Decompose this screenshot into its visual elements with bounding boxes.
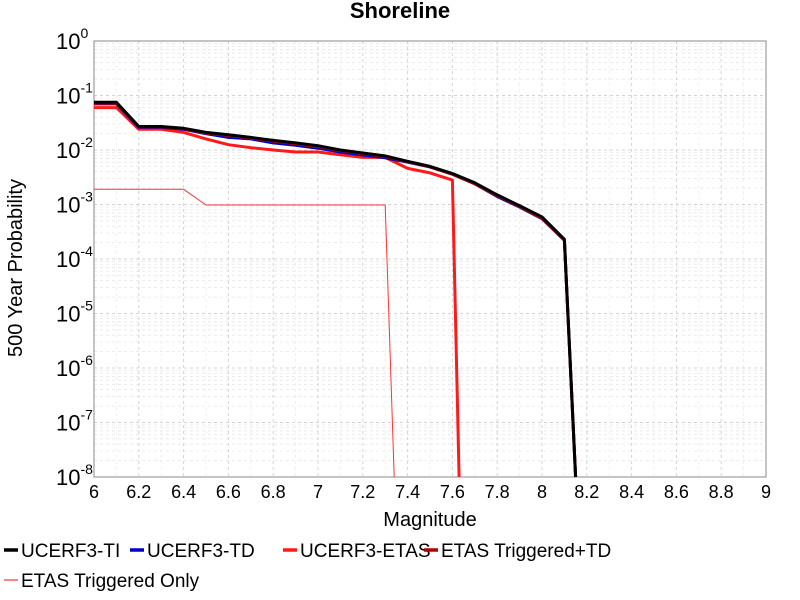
- legend-item: UCERF3-TI: [4, 541, 120, 562]
- x-tick-label: 7.2: [350, 482, 375, 502]
- chart-title: Shoreline: [350, 0, 450, 23]
- x-tick-label: 6.2: [126, 482, 151, 502]
- legend-label: ETAS Triggered Only: [21, 571, 200, 592]
- series-line-0: [94, 100, 578, 478]
- y-tick-label: 10-6: [56, 352, 93, 381]
- series-layer: [94, 100, 578, 478]
- y-tick-label: 10-4: [56, 243, 93, 272]
- x-tick-label: 8.2: [574, 482, 599, 502]
- y-tick-label: 100: [56, 25, 88, 54]
- y-tick-label: 10-5: [56, 298, 93, 327]
- series-line-3: [94, 101, 578, 478]
- legend-label: ETAS Triggered+TD: [441, 541, 611, 562]
- y-tick-labels: 100 10-1 10-2 10-3 10-4 10-5 10-6 10-7 10-8: [56, 25, 93, 490]
- legend-label: UCERF3-ETAS: [300, 541, 431, 562]
- series-line-2: [94, 106, 461, 478]
- x-tick-label: 8.6: [664, 482, 689, 502]
- x-tick-label: 7.4: [395, 482, 420, 502]
- legend: UCERF3-TI UCERF3-TD UCERF3-ETAS ETAS Trigge…: [4, 541, 611, 592]
- x-tick-label: 7.8: [485, 482, 510, 502]
- x-tick-label: 9: [761, 482, 771, 502]
- major-gridlines: [93, 40, 767, 478]
- legend-label: UCERF3-TI: [21, 541, 120, 562]
- x-tick-label: 6.8: [261, 482, 286, 502]
- x-tick-label: 8.4: [619, 482, 644, 502]
- legend-item: UCERF3-ETAS: [283, 541, 431, 562]
- series-line-4: [94, 188, 395, 478]
- y-tick-label: 10-1: [56, 80, 93, 109]
- plot-area: [93, 40, 767, 478]
- legend-label: UCERF3-TD: [147, 541, 255, 562]
- x-tick-label: 8.8: [709, 482, 734, 502]
- x-tick-label: 8: [537, 482, 547, 502]
- legend-item: ETAS Triggered+TD: [424, 541, 611, 562]
- x-tick-label: 6: [89, 482, 99, 502]
- minor-gridlines: [94, 41, 766, 477]
- x-tick-label: 6.6: [216, 482, 241, 502]
- y-tick-label: 10-8: [56, 461, 93, 490]
- legend-item: ETAS Triggered Only: [4, 571, 200, 592]
- legend-item: UCERF3-TD: [130, 541, 255, 562]
- x-axis-label: Magnitude: [383, 509, 476, 531]
- x-tick-label: 7.6: [440, 482, 465, 502]
- x-tick-label: 7: [313, 482, 323, 502]
- series-line-1: [94, 102, 578, 478]
- x-tick-labels: 6 6.2 6.4 6.6 6.8 7 7.2 7.4 7.6 7.8 8 8.2 8.4 8.6 8.8 9: [89, 482, 771, 502]
- x-tick-label: 6.4: [171, 482, 196, 502]
- y-tick-label: 10-3: [56, 189, 93, 218]
- y-axis-label: 500 Year Probability: [5, 179, 27, 357]
- y-tick-label: 10-2: [56, 134, 93, 163]
- y-tick-label: 10-7: [56, 407, 93, 436]
